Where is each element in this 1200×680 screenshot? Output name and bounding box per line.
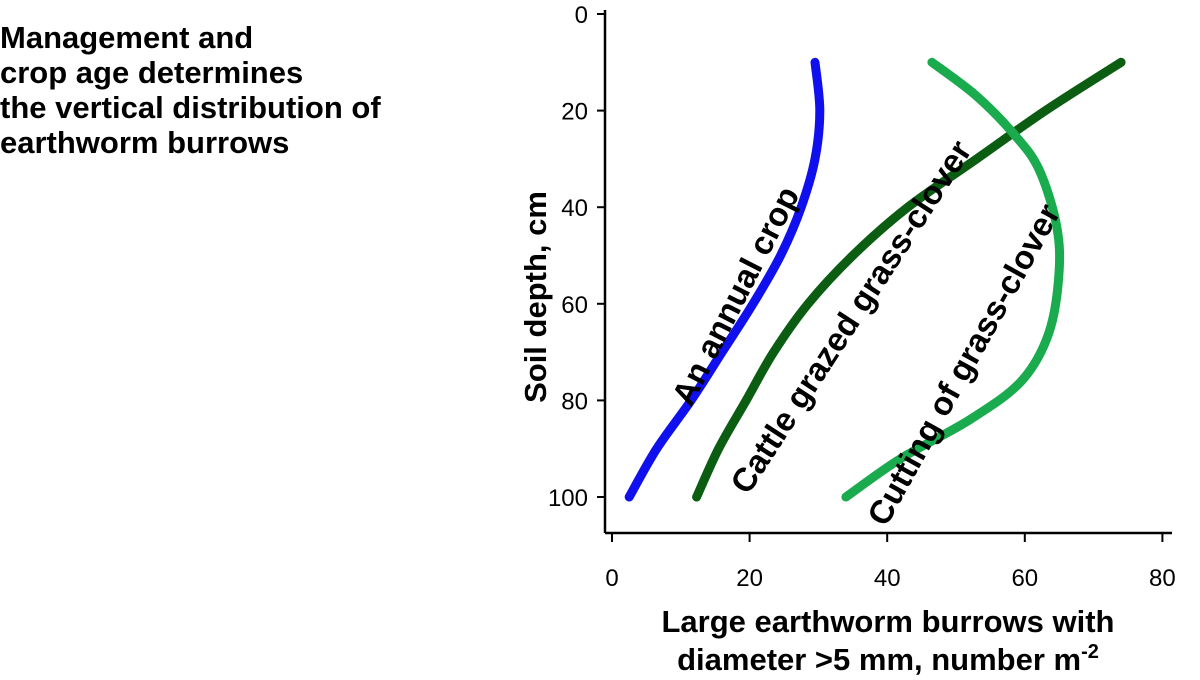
x-tick-label-80: 80 [1149,565,1176,592]
y-tick-label-60: 60 [561,292,588,319]
headline-line-1: Management and [0,20,254,55]
axes [603,10,1172,535]
y-tick-label-40: 40 [561,195,588,222]
series-line-annual-crop [624,57,825,502]
x-tick-label-40: 40 [874,565,901,592]
series-label-annual-crop: An annual crop [664,180,806,411]
x-tick-label-60: 60 [1011,565,1038,592]
headline: Management and crop age determines the v… [0,20,520,160]
headline-line-3: the vertical distribution of [0,90,381,125]
y-tick-label-20: 20 [561,99,588,126]
x-axis-title-superscript: -2 [1081,641,1099,663]
x-tick-label-0: 0 [605,565,618,592]
headline-line-4: earthworm burrows [0,125,290,160]
y-tick-label-80: 80 [561,388,588,415]
x-axis-title-line-2: diameter >5 mm, number m-2 [677,641,1099,677]
series-label-cattle-grazed: Cattle grazed grass-clover [723,133,979,499]
tick-marks [597,13,1164,542]
tick-labels: 0 20 40 60 80 0 20 40 60 80 100 [548,2,1176,592]
x-axis-title-main: diameter >5 mm, number m [677,642,1081,677]
y-tick-label-0: 0 [575,2,588,29]
series-line-cattle-grazed-grass-clover [692,57,1126,502]
y-tick-label-100: 100 [548,485,588,512]
series-line-cutting-of-grass-clover [841,57,1065,502]
headline-line-2: crop age determines [0,55,304,90]
x-tick-label-20: 20 [736,565,763,592]
series-lines [624,57,1126,502]
x-axis-title-line-1: Large earthworm burrows with [661,604,1114,639]
y-axis-title: Soil depth, cm [518,191,553,403]
